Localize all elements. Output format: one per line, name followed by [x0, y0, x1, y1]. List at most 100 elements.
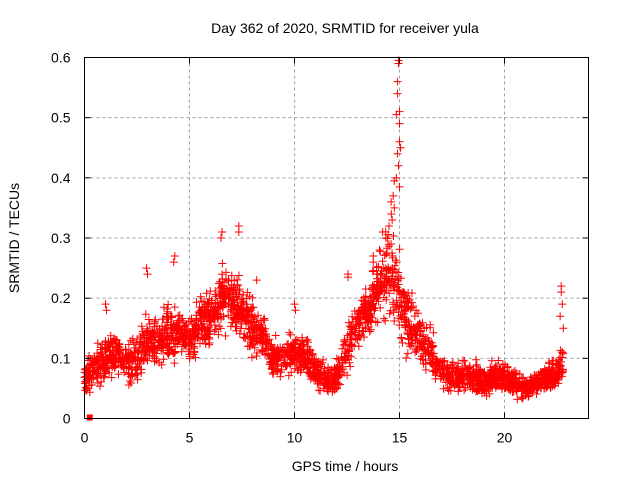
data-point [545, 359, 554, 368]
data-point [270, 348, 279, 357]
data-point [205, 340, 214, 349]
data-point [114, 340, 123, 349]
data-point [381, 316, 390, 325]
data-point [458, 356, 467, 365]
data-point [302, 336, 311, 345]
data-point [313, 369, 322, 378]
data-point [299, 360, 308, 369]
data-point [316, 386, 325, 395]
data-point [292, 335, 301, 344]
data-point [249, 303, 258, 312]
data-point [472, 387, 481, 396]
data-point [344, 318, 353, 327]
chart-title: Day 362 of 2020, SRMTID for receiver yul… [211, 20, 479, 36]
data-point [419, 359, 428, 368]
data-point [205, 295, 214, 304]
data-point [203, 302, 212, 311]
data-point [142, 338, 151, 347]
data-point [334, 372, 343, 381]
data-point [445, 383, 454, 392]
data-point [514, 380, 523, 389]
data-point [557, 288, 566, 297]
data-point [113, 346, 122, 355]
data-point [388, 215, 397, 224]
data-point [191, 325, 200, 334]
data-point [313, 379, 322, 388]
data-point [253, 335, 262, 344]
data-point [269, 360, 278, 369]
data-point [173, 340, 182, 349]
data-point [303, 368, 312, 377]
data-point [310, 373, 319, 382]
data-point [358, 303, 367, 312]
data-point [346, 362, 355, 371]
data-point [482, 391, 491, 400]
data-point [423, 346, 432, 355]
data-point [157, 344, 166, 353]
data-point [229, 314, 238, 323]
data-point [380, 276, 389, 285]
data-point [219, 312, 228, 321]
data-point [201, 340, 210, 349]
data-point [341, 356, 350, 365]
data-point [249, 313, 258, 322]
data-point [395, 245, 404, 254]
data-point [382, 286, 391, 295]
data-point [235, 287, 244, 296]
data-point [537, 368, 546, 377]
data-point [492, 371, 501, 380]
data-point [390, 203, 399, 212]
data-point [556, 312, 565, 321]
data-point [393, 77, 402, 86]
data-point [416, 354, 425, 363]
data-point [192, 316, 201, 325]
data-point [144, 315, 153, 324]
data-point [137, 322, 146, 331]
data-point [388, 272, 397, 281]
data-point [200, 314, 209, 323]
data-point [218, 270, 227, 279]
data-point [246, 318, 255, 327]
data-point [217, 234, 225, 242]
data-point [137, 365, 146, 374]
data-point [124, 370, 133, 379]
data-point [389, 231, 398, 240]
data-point [155, 358, 164, 367]
data-point [465, 369, 474, 378]
data-point [287, 354, 296, 363]
data-point [116, 358, 125, 367]
y-tick-label: 0.4 [51, 170, 71, 186]
data-point [354, 319, 363, 328]
data-point [169, 348, 178, 357]
data-point [140, 331, 149, 340]
data-point [345, 322, 354, 331]
data-point [247, 353, 256, 362]
data-point [382, 250, 391, 259]
data-point [304, 357, 313, 366]
data-point [185, 345, 194, 354]
data-point [215, 291, 224, 300]
data-point [393, 89, 402, 98]
data-point [382, 295, 391, 304]
data-point [214, 310, 223, 319]
data-point [440, 356, 449, 365]
data-point [300, 361, 309, 370]
data-point [174, 325, 183, 334]
data-point [170, 252, 179, 261]
data-point [429, 349, 438, 358]
data-point [244, 310, 253, 319]
data-point [429, 328, 438, 337]
data-point [409, 302, 418, 311]
data-point [215, 322, 224, 331]
data-point [174, 311, 183, 320]
data-point [543, 372, 552, 381]
data-point [164, 343, 173, 352]
data-point [532, 389, 541, 398]
data-point [197, 297, 206, 306]
data-point [81, 386, 90, 395]
data-point [318, 358, 327, 367]
data-point [220, 284, 229, 293]
data-point [292, 350, 301, 359]
data-point [424, 350, 433, 359]
data-point [385, 309, 394, 318]
